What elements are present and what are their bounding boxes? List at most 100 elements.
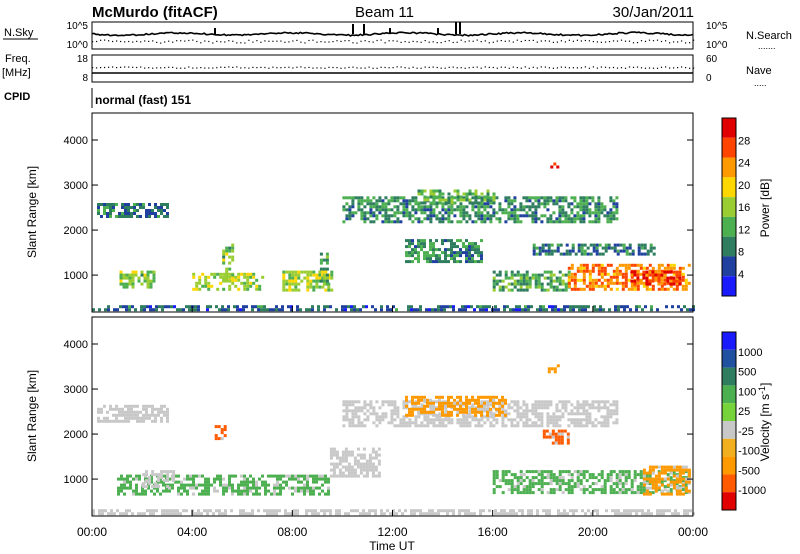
echo-cell: [192, 474, 195, 478]
echo-cell: [597, 208, 601, 212]
echo-cell: [441, 205, 445, 209]
echo-cell: [579, 199, 583, 203]
echo-cell: [450, 201, 454, 205]
echo-cell: [587, 509, 590, 513]
echo-cell: [288, 273, 292, 277]
echo-cell: [145, 209, 148, 212]
noise-search-point: [400, 41, 402, 43]
echo-cell: [521, 308, 524, 312]
echo-cell: [532, 246, 536, 250]
echo-cell: [558, 208, 562, 212]
echo-cell: [616, 243, 620, 247]
echo-cell: [414, 217, 418, 221]
echo-cell: [558, 424, 562, 428]
echo-cell: [186, 474, 189, 478]
noise-search-point: [552, 41, 554, 43]
echo-cell: [100, 203, 103, 206]
echo-cell: [121, 215, 124, 218]
nave-point: [440, 67, 442, 69]
echo-cell: [429, 211, 433, 215]
echo-cell: [159, 480, 162, 484]
echo-cell: [660, 281, 664, 285]
echo-cell: [435, 413, 438, 417]
nave-point: [556, 67, 558, 69]
echo-cell: [522, 424, 526, 428]
echo-cell: [360, 424, 364, 428]
echo-cell: [513, 199, 517, 203]
echo-cell: [347, 468, 351, 472]
echo-cell: [435, 254, 438, 258]
velocity-colorbar: Velocity [m s-1] 100050010025-25-100-500…: [721, 331, 772, 511]
echo-cell: [671, 512, 674, 516]
echo-cell: [456, 407, 459, 411]
echo-cell: [552, 488, 556, 492]
echo-cell: [531, 421, 535, 425]
echo-cell: [555, 421, 559, 425]
echo-cell: [555, 418, 559, 422]
echo-cell: [148, 476, 152, 480]
echo-cell: [163, 203, 166, 206]
echo-cell: [492, 470, 496, 474]
echo-cell: [198, 492, 201, 496]
echo-cell: [387, 202, 391, 206]
echo-cell: [291, 276, 295, 280]
echo-cell: [426, 421, 430, 425]
echo-cell: [447, 248, 450, 252]
echo-cell: [489, 196, 493, 200]
echo-cell: [380, 512, 383, 516]
echo-cell: [180, 492, 183, 496]
noise-search-point: [520, 40, 522, 43]
echo-cell: [351, 421, 355, 425]
echo-cell: [516, 488, 520, 492]
echo-cell: [598, 252, 602, 256]
echo-cell: [239, 308, 242, 312]
echo-cell: [585, 202, 589, 206]
echo-cell: [559, 252, 563, 256]
echo-cell: [431, 308, 434, 312]
echo-cell: [219, 483, 222, 487]
echo-cell: [183, 489, 186, 493]
echo-cell: [136, 416, 139, 420]
echo-cell: [507, 196, 511, 200]
echo-cell: [480, 418, 484, 422]
echo-cell: [435, 214, 439, 218]
echo-cell: [560, 438, 564, 442]
echo-cell: [573, 205, 577, 209]
echo-cell: [417, 245, 420, 249]
noise-search-point: [608, 41, 611, 43]
echo-cell: [449, 305, 452, 309]
echo-cell: [342, 424, 346, 428]
echo-cell: [528, 491, 532, 495]
echo-cell: [151, 404, 154, 408]
echo-cell: [488, 305, 491, 309]
echo-cell: [347, 474, 351, 478]
echo-cell: [537, 403, 541, 407]
echo-cell: [104, 509, 107, 513]
echo-cell: [663, 272, 667, 276]
echo-cell: [597, 211, 601, 215]
echo-cell: [154, 206, 157, 209]
echo-cell: [600, 275, 604, 279]
power-colorbar-swatch: [722, 256, 736, 277]
echo-cell: [438, 260, 441, 264]
echo-cell: [584, 305, 587, 309]
echo-cell: [207, 483, 210, 487]
echo-cell: [620, 512, 623, 516]
nave-point: [528, 67, 530, 69]
echo-cell: [258, 287, 262, 291]
echo-cell: [621, 470, 625, 474]
echo-cell: [609, 287, 613, 291]
echo-cell: [127, 206, 130, 209]
velocity-colorbar-tick: 1000: [738, 347, 762, 359]
nave-point: [636, 66, 639, 68]
echo-cell: [558, 288, 562, 292]
echo-cell: [228, 483, 231, 487]
echo-cell: [582, 217, 586, 221]
echo-cell: [636, 263, 640, 267]
power-colorbar-label: Power [dB]: [758, 179, 772, 238]
echo-cell: [675, 474, 679, 478]
echo-cell: [245, 305, 248, 309]
nave-point: [600, 66, 602, 68]
echo-cell: [560, 435, 564, 439]
y-tick-label: 3000: [64, 384, 88, 396]
